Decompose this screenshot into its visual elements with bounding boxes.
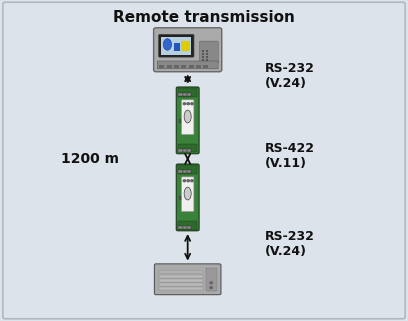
Bar (158, 279, 203, 282)
Bar (158, 275, 203, 278)
Bar (178, 93, 182, 96)
Bar (183, 226, 187, 229)
Bar (206, 50, 208, 52)
Circle shape (187, 103, 189, 105)
Bar (206, 56, 208, 58)
Bar (202, 59, 204, 61)
Bar (178, 221, 197, 230)
Bar (202, 50, 204, 52)
Bar (202, 56, 204, 58)
Circle shape (210, 287, 212, 289)
FancyBboxPatch shape (176, 164, 199, 231)
Bar (178, 149, 182, 152)
FancyBboxPatch shape (154, 264, 221, 295)
Ellipse shape (184, 187, 191, 200)
Bar (187, 93, 191, 96)
Circle shape (210, 282, 212, 284)
Circle shape (187, 180, 189, 182)
Bar (167, 65, 172, 68)
FancyBboxPatch shape (200, 41, 218, 63)
Circle shape (191, 180, 193, 182)
Circle shape (191, 103, 193, 105)
Bar (203, 65, 208, 68)
Bar (206, 53, 208, 55)
Bar (178, 165, 197, 174)
Bar (174, 43, 180, 51)
FancyBboxPatch shape (182, 100, 194, 134)
FancyBboxPatch shape (162, 37, 191, 55)
FancyBboxPatch shape (153, 28, 222, 72)
Ellipse shape (184, 110, 191, 123)
Bar (159, 65, 164, 68)
Bar (158, 283, 203, 286)
Bar (181, 41, 191, 51)
Bar (196, 65, 201, 68)
FancyBboxPatch shape (176, 87, 199, 154)
FancyBboxPatch shape (159, 34, 194, 57)
Bar (183, 170, 187, 173)
Bar (206, 268, 217, 291)
Bar (178, 170, 182, 173)
FancyBboxPatch shape (182, 177, 194, 212)
Bar (202, 53, 204, 55)
FancyBboxPatch shape (3, 2, 405, 319)
Bar (187, 226, 191, 229)
Bar (183, 149, 187, 152)
Bar (158, 271, 203, 273)
Bar (181, 65, 186, 68)
FancyBboxPatch shape (157, 61, 218, 69)
Bar (174, 65, 179, 68)
Ellipse shape (163, 39, 171, 50)
Text: 1200 m: 1200 m (61, 152, 119, 166)
Bar (158, 287, 203, 290)
Bar (179, 196, 181, 200)
Bar (183, 93, 187, 96)
Text: RS-232
(V.24): RS-232 (V.24) (265, 230, 315, 258)
Circle shape (183, 103, 186, 105)
Text: RS-232
(V.24): RS-232 (V.24) (265, 62, 315, 90)
Bar (178, 226, 182, 229)
Text: RS-422
(V.11): RS-422 (V.11) (265, 142, 315, 170)
Text: Remote transmission: Remote transmission (113, 10, 295, 25)
Circle shape (183, 180, 186, 182)
Bar (178, 144, 197, 152)
Bar (206, 59, 208, 61)
Bar (188, 65, 194, 68)
Bar (179, 119, 181, 123)
Bar (187, 170, 191, 173)
Bar (187, 149, 191, 152)
Bar (178, 88, 197, 97)
